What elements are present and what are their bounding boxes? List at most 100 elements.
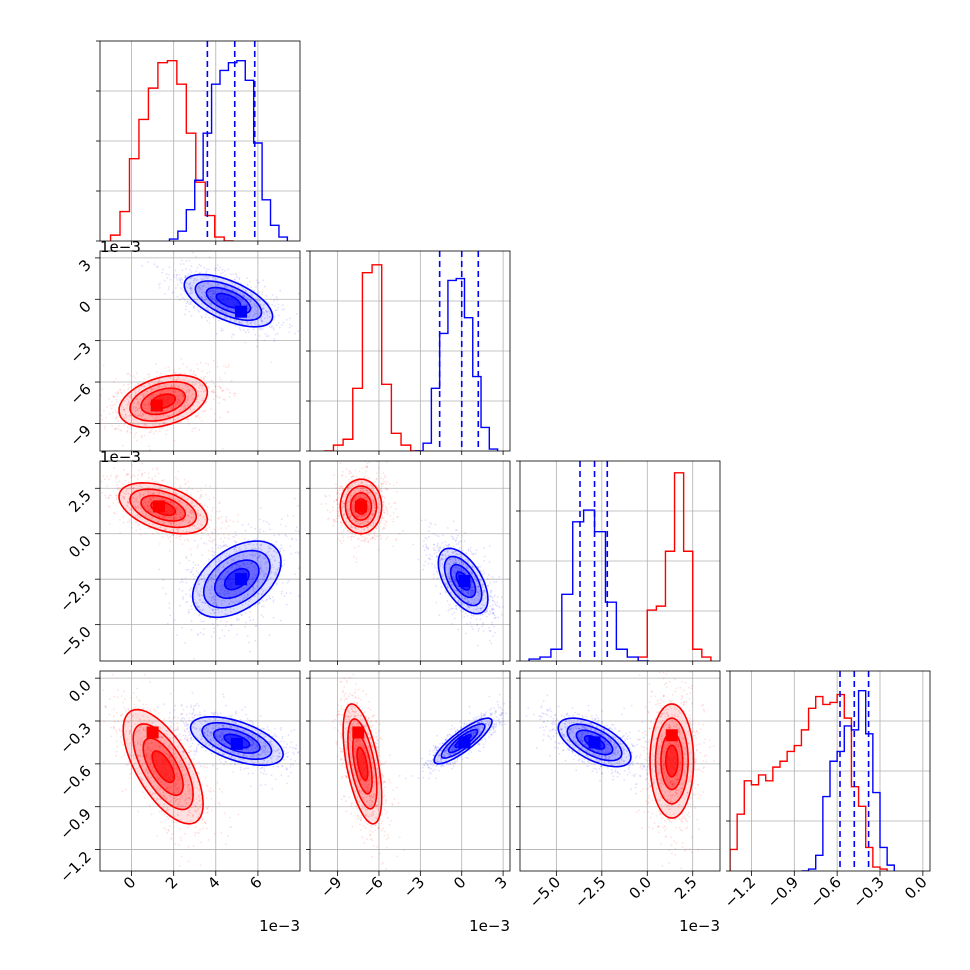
scatter-panel-3-0 [99, 670, 301, 872]
contour-0-3 [151, 750, 176, 784]
contour-0-0 [339, 478, 383, 535]
contour-0-0 [118, 481, 209, 535]
scatter-panel-3-1 [309, 670, 511, 872]
contour-0-2 [142, 737, 184, 797]
histogram-panel-0 [96, 40, 301, 242]
histogram-series-1 [528, 509, 650, 661]
y-tick-label-3-3: −0.3 [56, 719, 94, 757]
contour-1-3 [583, 735, 606, 750]
density-peak-0 [146, 726, 159, 739]
x-tick-label-2-1: −2.5 [571, 873, 609, 911]
contour-1-0 [191, 540, 282, 619]
density-fill-0-3 [357, 747, 368, 781]
histogram-series-1 [801, 689, 895, 871]
panel-frame [99, 670, 301, 872]
density-fill-0-3 [665, 745, 678, 777]
contour-0-0 [122, 708, 204, 825]
x-tick-label-3-0: −1.2 [721, 873, 759, 911]
contour-0-1 [344, 485, 378, 528]
scatter-panel-2-0 [99, 460, 301, 662]
contour-1-3 [454, 733, 472, 749]
contour-1-1 [194, 280, 263, 322]
contour-0-0 [118, 374, 209, 429]
scatter-panel-1-0 [99, 250, 301, 452]
panel-frame [309, 460, 511, 662]
x-tick-label-0-0: 0 [120, 873, 139, 892]
histogram-panel-3 [726, 670, 931, 872]
y-tick-label-1-0: −9 [66, 422, 94, 450]
contour-0-3 [150, 393, 177, 410]
x-tick-label-2-2: 0.0 [626, 873, 656, 903]
x-offset-text-2: 1e−3 [679, 917, 720, 935]
contour-1-2 [205, 286, 252, 315]
y-tick-label-3-2: −0.6 [56, 762, 94, 800]
y-tick-label-2-3: 2.5 [65, 486, 95, 516]
contour-1-1 [440, 723, 486, 759]
contour-1-3 [215, 292, 242, 309]
histogram-series-0 [730, 693, 888, 871]
y-tick-label-2-0: −5.0 [56, 623, 94, 661]
density-peak-1 [235, 573, 248, 586]
x-tick-label-1-4: 3 [491, 873, 510, 892]
histogram-series-1 [168, 59, 289, 241]
density-peak-0 [152, 500, 165, 513]
contour-1-2 [213, 559, 260, 600]
density-peak-1 [588, 736, 601, 749]
histogram-panel-1 [306, 250, 511, 452]
x-tick-label-1-2: −3 [400, 873, 428, 901]
y-offset-text-2: 1e−3 [100, 448, 141, 466]
contour-0-2 [140, 387, 187, 416]
y-tick-label-1-2: −3 [66, 339, 94, 367]
contour-1-2 [449, 563, 477, 599]
x-tick-label-0-3: 6 [246, 873, 265, 892]
contour-0-1 [129, 488, 198, 529]
histogram-series-0 [637, 472, 712, 661]
contour-1-2 [447, 728, 479, 754]
contour-1-1 [566, 723, 623, 762]
y-tick-label-3-4: 0.0 [65, 676, 95, 706]
x-tick-label-3-4: 0.0 [901, 873, 931, 903]
contour-1-3 [223, 733, 251, 749]
y-tick-label-3-1: −0.9 [56, 805, 94, 843]
contour-1-1 [202, 549, 271, 609]
contour-0-2 [140, 494, 187, 522]
contour-1-3 [455, 571, 471, 591]
contour-0-3 [664, 744, 679, 778]
histogram-panel-2 [516, 460, 721, 662]
y-tick-label-1-3: 0 [75, 297, 94, 316]
contour-0-2 [352, 733, 373, 795]
x-tick-label-2-0: −5.0 [526, 873, 564, 911]
density-peak-1 [235, 305, 248, 318]
density-peak-0 [665, 729, 678, 742]
scatter-points-1 [158, 497, 300, 661]
panel-frame [309, 670, 511, 872]
y-offset-text-1: 1e−3 [100, 238, 141, 256]
contour-1-0 [433, 717, 493, 765]
contour-0-1 [129, 380, 198, 422]
contour-1-2 [212, 728, 261, 754]
contour-0-3 [356, 746, 369, 782]
y-tick-label-2-1: −2.5 [56, 577, 94, 615]
contour-1-0 [189, 716, 285, 766]
contour-1-0 [437, 547, 489, 615]
y-tick-label-1-4: 3 [75, 256, 94, 275]
y-tick-label-3-0: −1.2 [56, 848, 94, 886]
x-tick-label-3-1: −0.9 [764, 873, 802, 911]
density-fill-1-3 [216, 293, 241, 308]
x-offset-text-1: 1e−3 [469, 917, 510, 935]
contour-0-1 [132, 723, 194, 811]
contour-0-0 [342, 703, 383, 825]
histogram-series-0 [109, 59, 234, 241]
panel-frame [99, 250, 301, 452]
contour-0-0 [649, 703, 695, 819]
x-tick-label-1-0: −9 [317, 873, 345, 901]
panel-frame [519, 670, 721, 872]
contour-1-1 [443, 555, 483, 607]
contour-0-2 [349, 491, 373, 521]
y-tick-label-2-2: 0.0 [65, 532, 95, 562]
x-tick-label-3-2: −0.6 [806, 873, 844, 911]
contour-1-3 [223, 567, 250, 591]
density-fill-0-3 [152, 751, 175, 783]
y-tick-label-1-1: −6 [66, 380, 94, 408]
